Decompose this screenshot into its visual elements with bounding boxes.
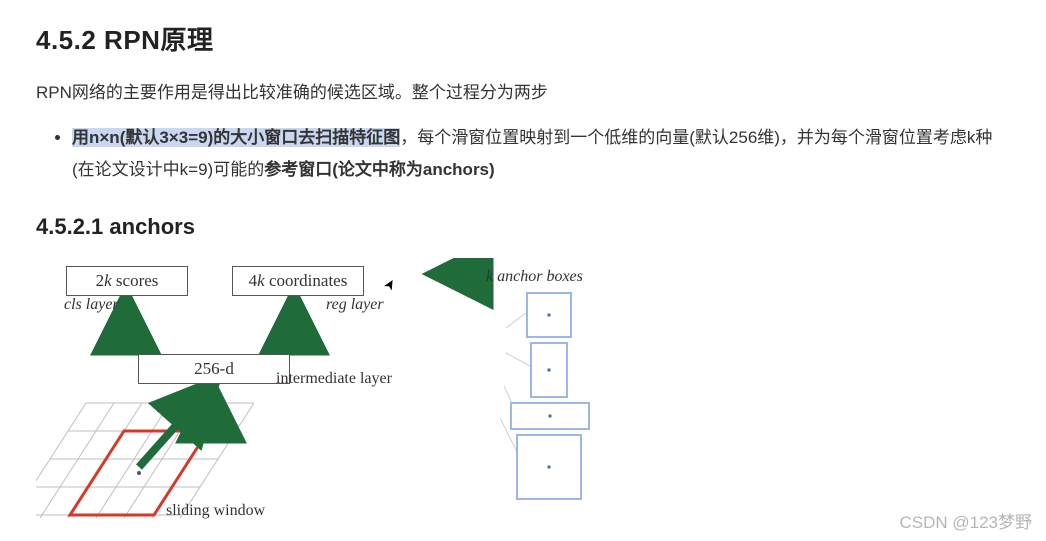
bullet-item: 用n×n(默认3×3=9)的大小窗口去扫描特征图，每个滑窗位置映射到一个低维的向… [72, 122, 1010, 187]
intro-paragraph: RPN网络的主要作用是得出比较准确的候选区域。整个过程分为两步 [36, 79, 1010, 108]
diagram-label-slide: sliding window [166, 502, 265, 520]
heading-rpn: 4.5.2 RPN原理 [36, 20, 1010, 57]
highlighted-text: 用n×n(默认3×3=9)的大小窗口去扫描特征图 [72, 128, 400, 147]
anchor-box-2 [510, 402, 590, 430]
anchor-box-1 [530, 342, 568, 398]
diagram-label-inter: intermediate layer [276, 370, 392, 388]
bullet-bold: 参考窗口(论文中称为anchors) [264, 160, 494, 179]
diagram-box-scores: 2k scores [66, 266, 188, 296]
anchor-box-3 [516, 434, 582, 500]
diagram-label-cls: cls layer [64, 296, 119, 314]
diagram-label-reg: reg layer [326, 296, 384, 314]
bullet-list: 用n×n(默认3×3=9)的大小窗口去扫描特征图，每个滑窗位置映射到一个低维的向… [54, 122, 1010, 187]
anchor-box-0 [526, 292, 572, 338]
diagram-label-kanchor: k anchor boxes [486, 268, 583, 286]
diagram-box-d256: 256-d [138, 354, 290, 384]
heading-anchors: 4.5.2.1 anchors [36, 214, 1010, 240]
diagram-box-coords: 4k coordinates [232, 266, 364, 296]
rpn-diagram: 2k scores 4k coordinates 256-d cls layer reg… [36, 258, 996, 518]
